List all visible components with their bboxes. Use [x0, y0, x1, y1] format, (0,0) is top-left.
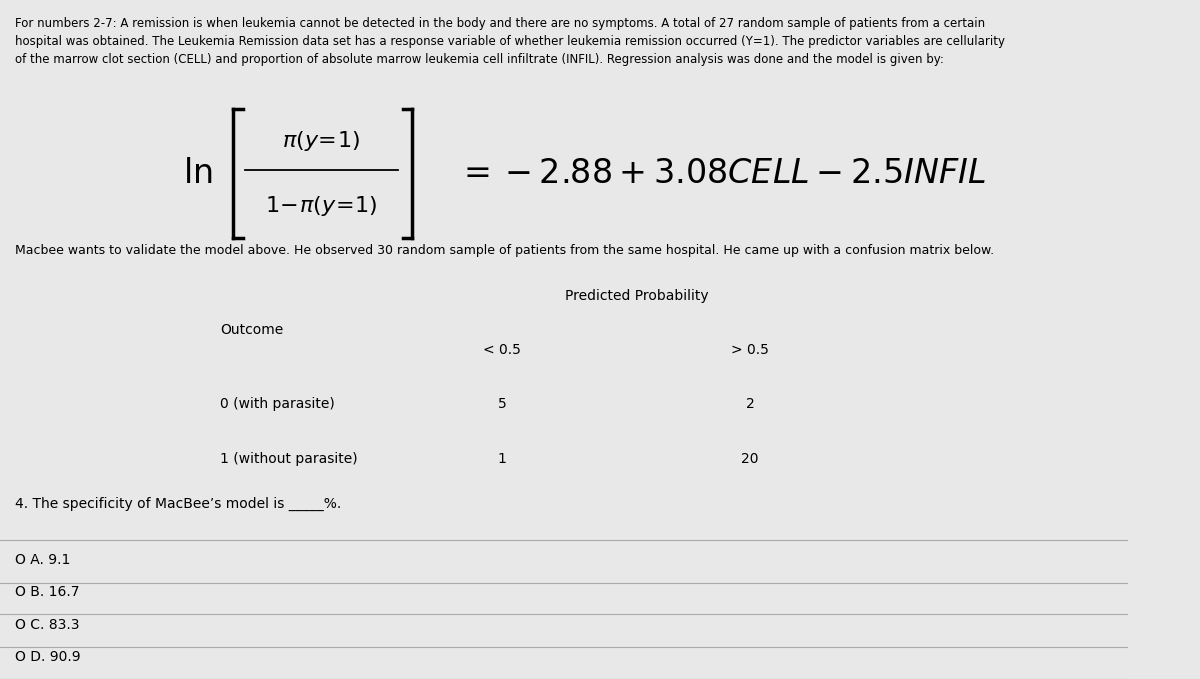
Text: 1: 1 [498, 452, 506, 466]
Text: O B. 16.7: O B. 16.7 [14, 585, 79, 599]
Text: 4. The specificity of MacBee’s model is _____%.: 4. The specificity of MacBee’s model is … [14, 497, 341, 511]
Text: $\pi(y\!=\!1)$: $\pi(y\!=\!1)$ [282, 128, 360, 153]
Text: O A. 9.1: O A. 9.1 [14, 553, 70, 567]
Text: Outcome: Outcome [220, 323, 283, 337]
Text: 20: 20 [742, 452, 758, 466]
Text: 5: 5 [498, 397, 506, 411]
Text: > 0.5: > 0.5 [731, 343, 769, 357]
Text: $= -2.88 + 3.08CELL - 2.5INFIL$: $= -2.88 + 3.08CELL - 2.5INFIL$ [457, 157, 985, 189]
Text: $\ln$: $\ln$ [182, 157, 212, 189]
Text: $1\!-\!\pi(y\!=\!1)$: $1\!-\!\pi(y\!=\!1)$ [265, 194, 378, 218]
Text: 0 (with parasite): 0 (with parasite) [220, 397, 335, 411]
Text: 2: 2 [745, 397, 755, 411]
Text: 1 (without parasite): 1 (without parasite) [220, 452, 358, 466]
Text: O D. 90.9: O D. 90.9 [14, 650, 80, 663]
Text: O C. 83.3: O C. 83.3 [14, 618, 79, 631]
Text: < 0.5: < 0.5 [482, 343, 521, 357]
Text: Predicted Probability: Predicted Probability [565, 289, 709, 303]
Text: For numbers 2-7: A remission is when leukemia cannot be detected in the body and: For numbers 2-7: A remission is when leu… [14, 17, 1004, 66]
Text: Macbee wants to validate the model above. He observed 30 random sample of patien: Macbee wants to validate the model above… [14, 244, 994, 257]
